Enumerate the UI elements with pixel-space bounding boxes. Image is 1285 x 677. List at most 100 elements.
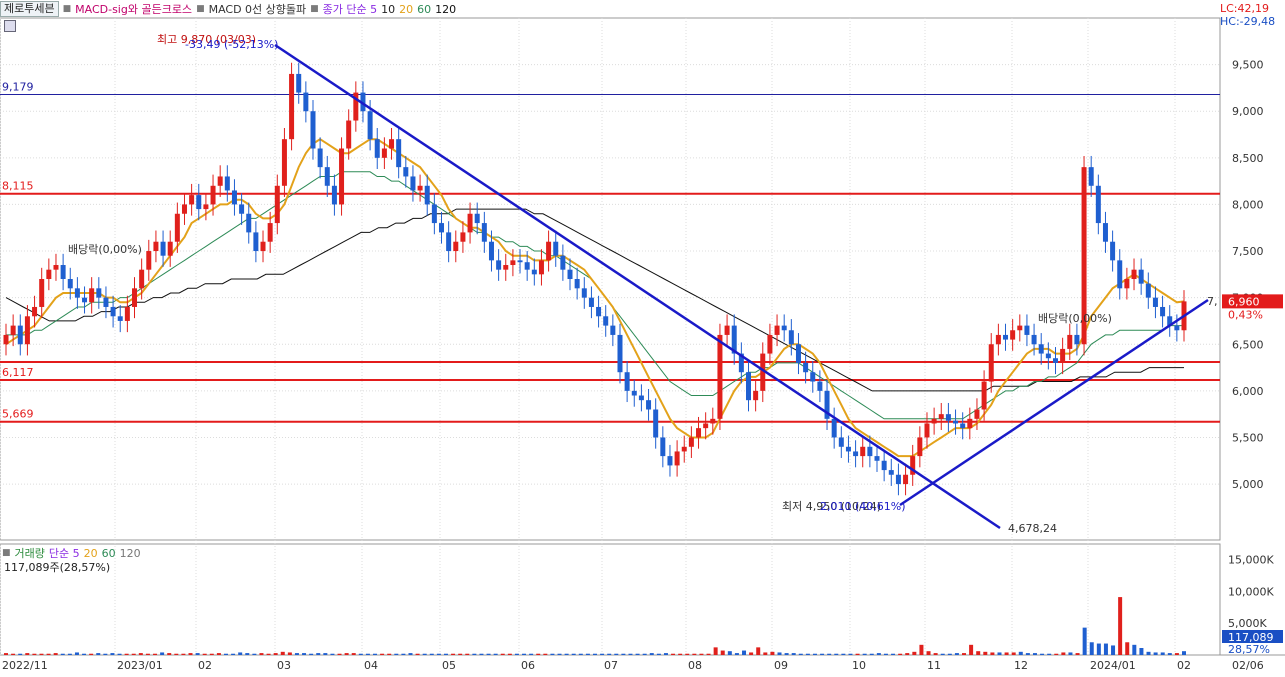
volume-bar: [557, 653, 562, 655]
candle-body: [853, 451, 859, 457]
volume-bar: [53, 653, 58, 655]
volume-bar: [600, 653, 605, 655]
volume-bar: [124, 653, 129, 655]
candle-body: [824, 390, 830, 419]
volume-bar: [415, 653, 420, 655]
x-tick-label: 10: [852, 659, 866, 672]
volume-bar: [330, 653, 335, 655]
volume-bar: [983, 651, 988, 655]
volume-bar: [394, 653, 399, 655]
grid: [0, 17, 1285, 656]
volume-bar: [848, 653, 853, 655]
candle-body: [196, 195, 202, 210]
y-tick-label: 8,500: [1232, 152, 1264, 165]
volume-bar: [1075, 653, 1080, 655]
volume-bar: [869, 653, 874, 655]
volume-bar: [1032, 653, 1037, 655]
volume-bar: [4, 653, 8, 655]
candle-body: [888, 470, 894, 475]
macd0-indicator-label[interactable]: MACD 0선 상향돌파: [208, 3, 307, 16]
candle-body: [1124, 279, 1130, 289]
candle-body: [367, 111, 373, 140]
volume-bar: [287, 652, 292, 655]
volume-bar: [529, 653, 534, 655]
volume-frame: [0, 543, 1221, 656]
volume-bar: [1025, 653, 1030, 655]
candle-body: [24, 316, 30, 345]
axes: 9,5009,0008,5008,0007,5007,0006,5006,000…: [2, 59, 1274, 672]
candle-body: [903, 474, 909, 485]
y-tick-label: 6,000: [1232, 385, 1264, 398]
x-tick-label: 08: [688, 659, 702, 672]
level-label: 6,117: [2, 366, 34, 379]
candle-body: [538, 260, 544, 275]
candle-body: [203, 204, 209, 210]
volume-bar: [522, 653, 527, 655]
candle-body: [181, 204, 187, 214]
candle-body: [1045, 353, 1051, 359]
x-tick-label: 02/06: [1232, 659, 1264, 672]
candle-body: [39, 279, 45, 307]
chart-settings-icon[interactable]: [4, 20, 16, 32]
volume-bar: [486, 653, 491, 655]
candle-body: [517, 260, 523, 263]
volume-bar: [458, 653, 463, 655]
x-tick-label: 2023/01: [117, 659, 163, 672]
volume-bar: [11, 653, 16, 655]
trend-lines: [274, 43, 1209, 530]
volume-bar: [841, 653, 846, 655]
volume-bar: [67, 653, 72, 655]
candle-body: [1152, 297, 1158, 307]
candle-body: [481, 223, 487, 242]
uptrend-line: [899, 298, 1209, 507]
macd-indicator-label[interactable]: MACD-sig와 골든크로스: [75, 3, 193, 16]
volume-bar: [912, 651, 917, 655]
annotations: 최고 9,870 (03/03)-33,49 (-52,13%) 최저 4,950…: [68, 33, 1283, 656]
volume-bar: [1047, 653, 1052, 655]
x-tick-label: 11: [927, 659, 941, 672]
volume-bar: [1040, 653, 1045, 655]
candle-body: [146, 251, 152, 270]
candle-body: [3, 334, 9, 345]
candle-body: [1074, 334, 1080, 345]
candle-body: [246, 213, 252, 233]
stock-name-button[interactable]: 제로투세븐: [0, 1, 59, 17]
volume-bar: [699, 653, 704, 655]
trend-right-label: 7,: [1207, 295, 1218, 308]
volume-bar: [365, 653, 370, 655]
volume-bar: [756, 647, 761, 655]
moving-averages: [5, 138, 1185, 458]
ma-label[interactable]: 종가 단순 5: [322, 3, 378, 16]
volume-bar: [1118, 597, 1123, 655]
volume-bar: [962, 653, 967, 655]
volume-bar: [451, 653, 456, 655]
candle-body: [931, 418, 937, 424]
candle-body: [624, 372, 630, 391]
volume-bar: [294, 653, 299, 655]
volume-tick-label: 10,000K: [1228, 585, 1274, 598]
x-tick-label: 02: [198, 659, 212, 672]
lc-value: LC:42,19: [1220, 2, 1270, 15]
candle-body: [353, 92, 359, 121]
x-tick-label: 05: [442, 659, 456, 672]
volume-bar: [103, 653, 108, 655]
volume-bar: [89, 653, 94, 655]
candle-body: [1145, 283, 1151, 298]
candle-body: [831, 418, 837, 438]
ma10-label: 10: [381, 2, 396, 16]
y-tick-label: 5,000: [1232, 478, 1264, 491]
legend-separator-3: ■: [310, 4, 319, 14]
volume-bar: [784, 653, 789, 655]
volume-bar: [656, 653, 661, 655]
volume-bar: [855, 653, 860, 655]
volume-bar: [1125, 642, 1130, 655]
volume-bar: [302, 653, 307, 655]
candle-body: [82, 297, 88, 303]
candle-body: [239, 204, 245, 214]
volume-bar: [642, 653, 647, 655]
x-tick-label: 2024/01: [1090, 659, 1136, 672]
volume-bar: [1096, 643, 1101, 655]
ma20-label: 20: [399, 2, 414, 16]
candle-body: [374, 139, 380, 158]
